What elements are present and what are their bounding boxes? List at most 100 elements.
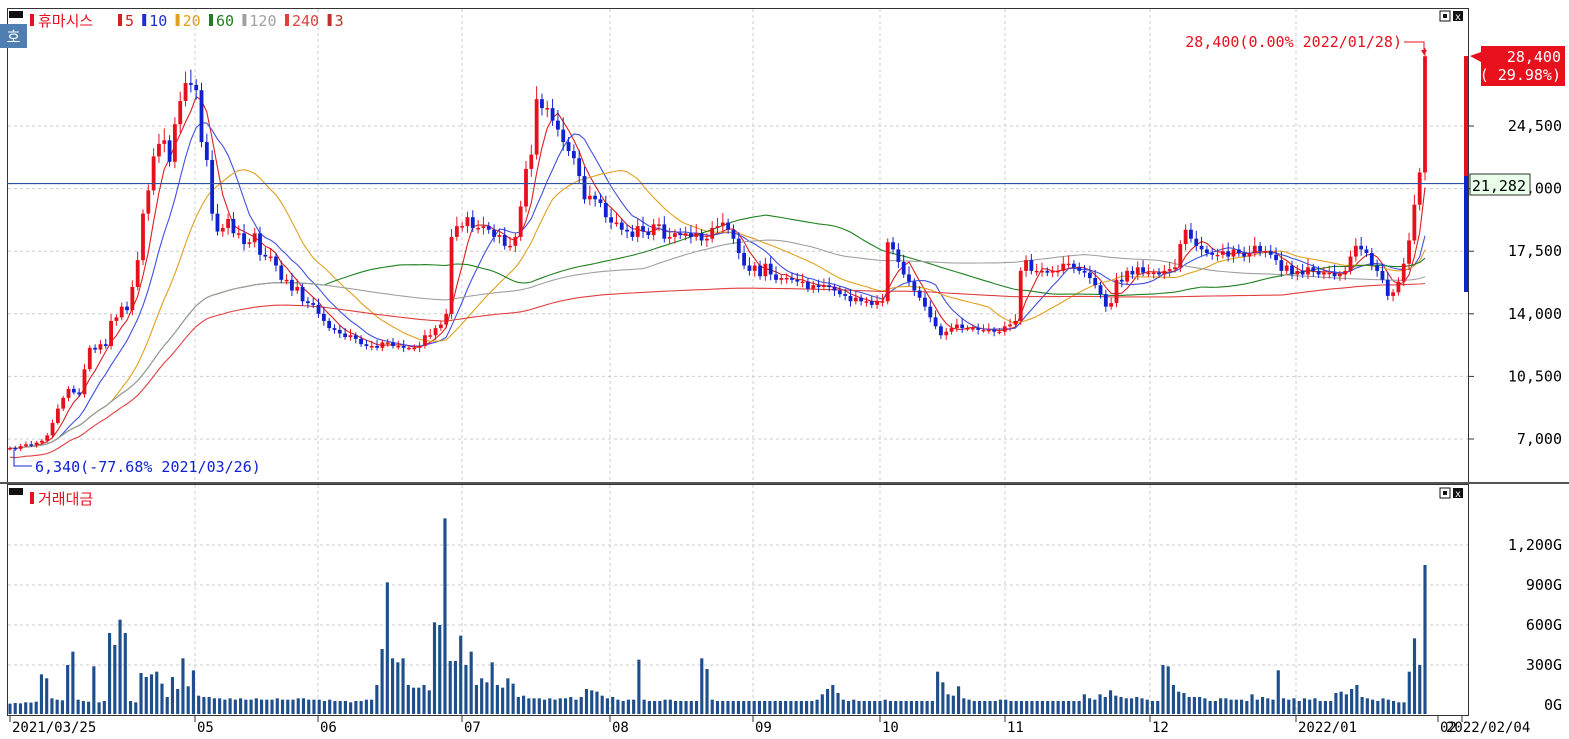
candle-body [279, 265, 284, 280]
volume-bar [1355, 685, 1359, 714]
volume-bar [1418, 665, 1422, 714]
volume-bar [108, 633, 112, 714]
volume-bar [1219, 698, 1223, 714]
volume-bar [794, 701, 798, 714]
volume-bar [805, 701, 809, 714]
volume-bar [694, 701, 699, 714]
candle-body [774, 274, 778, 280]
volume-bar [658, 701, 662, 714]
volume-bar [763, 701, 767, 714]
volume-bar [957, 686, 961, 714]
candle-body [1311, 267, 1316, 271]
candle-body [263, 254, 268, 257]
candle-body [923, 297, 927, 307]
price-panel-controls[interactable]: x [1439, 10, 1463, 23]
candle-body [742, 252, 747, 266]
volume-bar [1187, 697, 1191, 714]
legend-swatch [209, 14, 213, 26]
volume-bar [815, 699, 819, 714]
candle-body [295, 286, 300, 291]
candle-body [779, 278, 784, 280]
volume-bar [920, 701, 924, 714]
candle-body [1103, 294, 1108, 307]
candle-body [609, 217, 614, 223]
candle-body [343, 333, 348, 338]
volume-bar [810, 701, 814, 714]
volume-bar [941, 682, 945, 714]
volume-bar [459, 635, 463, 714]
quote-badge-label: 호 [7, 28, 21, 46]
candle-body [109, 320, 113, 346]
candle-body [1093, 278, 1098, 286]
candle-body [114, 317, 119, 321]
close-icon[interactable] [1453, 488, 1463, 498]
volume-bar [480, 678, 484, 714]
volume-bar [590, 690, 594, 714]
volume-bar [674, 701, 678, 714]
candle-body [220, 227, 225, 232]
candle-body [790, 278, 794, 280]
candle-body [24, 444, 28, 447]
candle-body [1380, 270, 1385, 280]
volume-bar [1093, 699, 1097, 714]
legend-swatch [175, 14, 180, 26]
volume-bar [338, 701, 342, 714]
volume-bar [244, 699, 248, 714]
candle-body [992, 329, 997, 332]
candle-body [1348, 256, 1353, 271]
candle-body [566, 142, 571, 152]
candle-body [1252, 245, 1257, 253]
volume-bar [1140, 698, 1144, 714]
volume-bar [249, 699, 253, 714]
volume-panel-controls[interactable]: x [1439, 487, 1463, 500]
last-price-label: 28,400 [1507, 48, 1561, 66]
candle-body [1242, 252, 1247, 257]
volume-bar [873, 701, 877, 714]
volume-bar [375, 685, 379, 714]
volume-bar [239, 698, 243, 714]
x-tick-label: 09 [755, 720, 772, 735]
candle-body [1306, 267, 1310, 275]
volume-bar [354, 701, 358, 714]
price-tick-label: 17,500 [1508, 242, 1562, 260]
candle-body [1141, 267, 1145, 273]
volume-bar [1318, 701, 1322, 714]
price-tick-label: 10,500 [1508, 367, 1562, 385]
candle-body [332, 328, 337, 330]
volume-bar [1108, 690, 1113, 714]
legend-ma-label: 120 [249, 12, 276, 30]
volume-tick-label: 900G [1526, 576, 1562, 594]
candle-body [885, 242, 890, 302]
candle-body [199, 90, 204, 143]
volume-bar [742, 701, 746, 714]
volume-bar [1276, 670, 1280, 714]
candle-body [933, 317, 938, 327]
volume-bar [962, 698, 966, 714]
volume-bar [684, 701, 688, 714]
candle-body [481, 226, 486, 228]
volume-bar [553, 699, 557, 714]
volume-bar [548, 698, 552, 714]
volume-bar [1292, 698, 1296, 714]
legend-ma-label: 10 [149, 12, 167, 30]
candle-body [391, 342, 395, 346]
volume-bar [768, 701, 772, 714]
volume-bar [857, 701, 861, 714]
volume-bar [92, 666, 96, 714]
candle-body [364, 344, 369, 346]
candle-body [1236, 249, 1241, 253]
volume-bar [29, 702, 33, 714]
candle-body [970, 328, 975, 330]
candle-body [449, 236, 454, 314]
panel-menu-icon[interactable] [9, 488, 23, 495]
volume-bar [506, 678, 510, 714]
candle-body [305, 301, 310, 304]
candle-body [82, 369, 87, 395]
close-icon[interactable] [1453, 11, 1463, 21]
volume-bar [1088, 698, 1092, 714]
candle-body [1173, 267, 1177, 270]
panel-menu-icon[interactable] [9, 11, 23, 18]
quote-badge[interactable] [0, 24, 27, 48]
